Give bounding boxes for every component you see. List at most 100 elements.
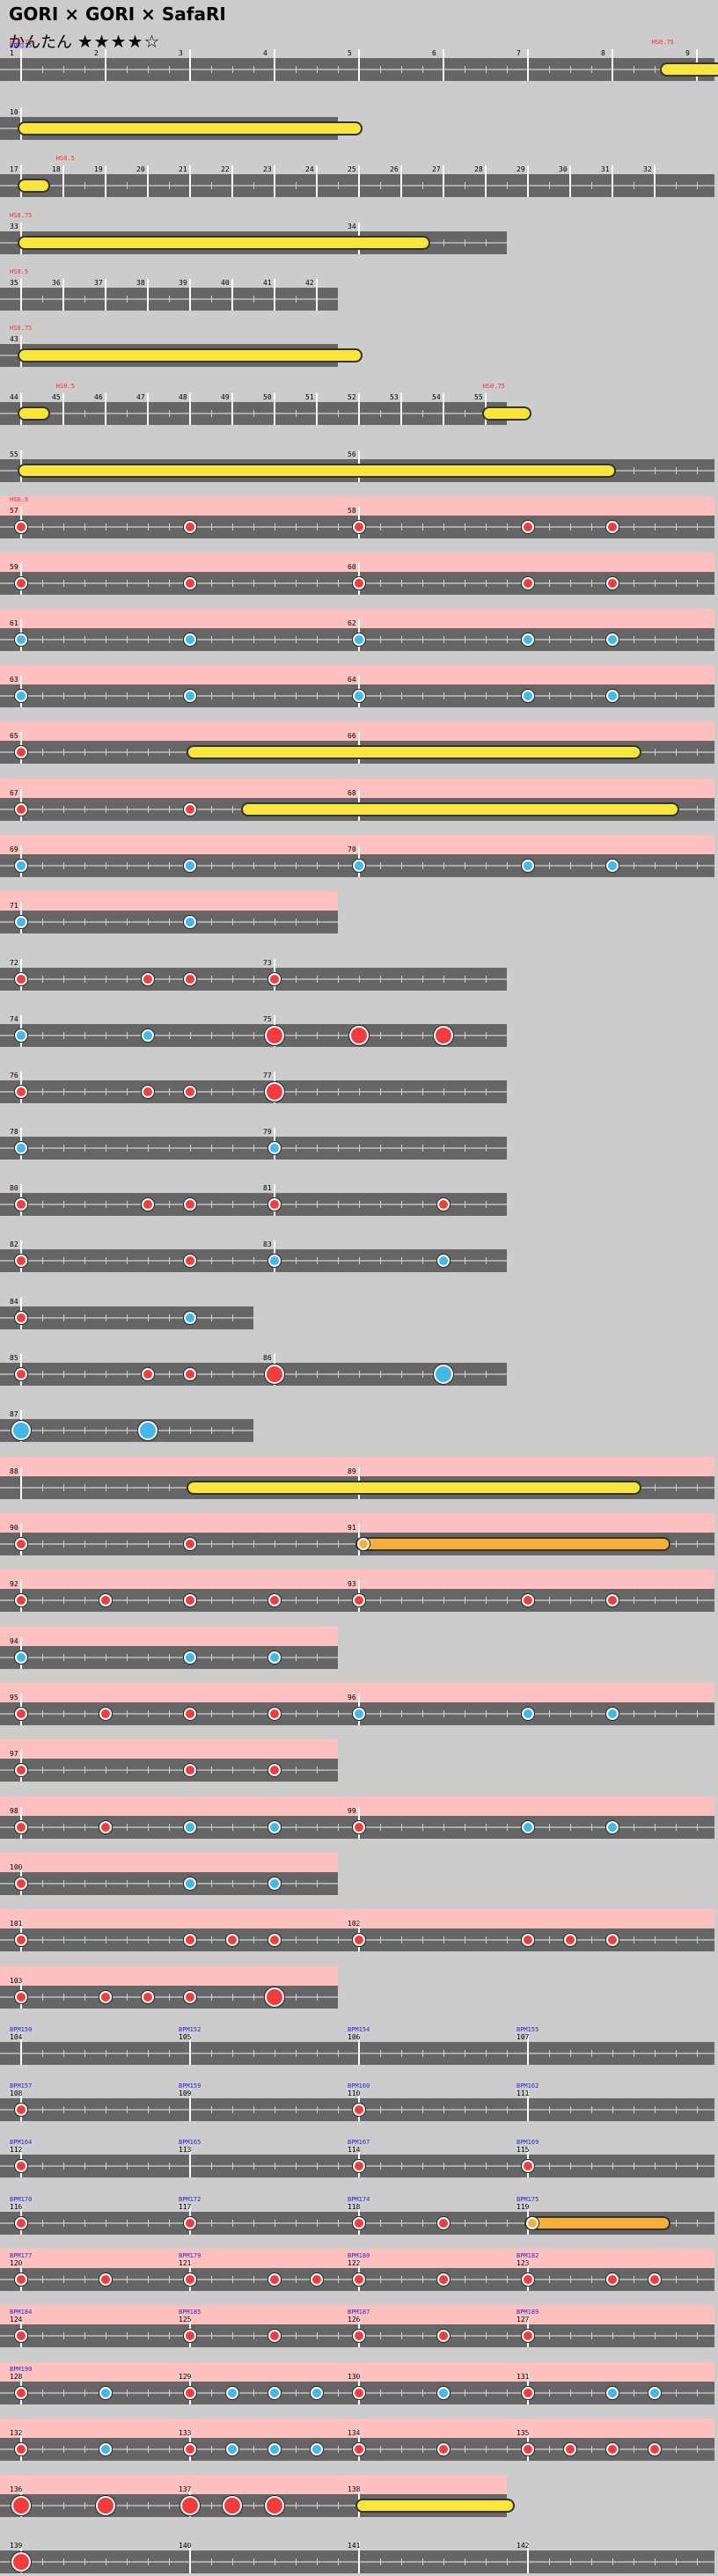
beat-tick — [317, 1088, 318, 1095]
beat-tick — [507, 1032, 508, 1039]
beat-tick — [190, 1427, 191, 1434]
beat-tick — [401, 976, 402, 983]
measure-number: 24 — [305, 165, 314, 173]
beat-tick — [211, 2389, 212, 2397]
barline — [612, 49, 613, 81]
beat-tick — [63, 1880, 64, 1887]
measure-number: 35 — [10, 279, 18, 287]
don-note — [268, 1934, 281, 1946]
ka-note — [522, 860, 534, 872]
measure-number: 93 — [348, 1580, 356, 1588]
measure-number: 17 — [10, 165, 18, 173]
beat-tick — [380, 66, 381, 73]
beat-tick — [84, 2558, 85, 2565]
ka-note — [311, 2387, 323, 2399]
beat-tick — [317, 1880, 318, 1887]
barline — [569, 165, 571, 197]
ka-note — [606, 860, 619, 872]
big-don-note — [223, 2496, 242, 2515]
beat-tick — [422, 1145, 423, 1152]
measure-number: 41 — [263, 279, 272, 287]
scroll-tag: HS0.75 — [10, 39, 33, 46]
difficulty-line: かんたん ★★★★☆ — [9, 30, 160, 53]
beat-tick — [549, 862, 550, 869]
ka-note — [15, 916, 27, 928]
beat-tick — [63, 1824, 64, 1831]
beat-tick — [338, 2446, 339, 2453]
beat-tick — [338, 1032, 339, 1039]
beat-tick — [232, 1257, 233, 1264]
beat-tick — [127, 2106, 128, 2113]
beat-tick — [338, 1540, 339, 1548]
beat-tick — [549, 2163, 550, 2170]
beat-tick — [507, 636, 508, 643]
measure-number: 116 — [10, 2203, 23, 2211]
beat-tick — [253, 1088, 254, 1095]
beat-tick — [169, 1314, 170, 1321]
beat-tick — [422, 862, 423, 869]
beat-tick — [296, 1145, 297, 1152]
beat-tick — [338, 66, 339, 73]
beat-tick — [63, 1257, 64, 1264]
bpm-tag: BPM182 — [517, 2252, 539, 2259]
measure-number: 108 — [10, 2089, 23, 2097]
beat-tick — [253, 1994, 254, 2001]
beat-tick — [84, 2276, 85, 2283]
big-don-note — [265, 1987, 284, 2007]
don-note — [353, 1821, 365, 1833]
big-ka-note — [434, 1365, 453, 1384]
beat-tick — [380, 1371, 381, 1378]
don-note — [15, 1877, 27, 1890]
beat-tick — [42, 1936, 43, 1943]
beat-tick — [148, 636, 149, 643]
beat-tick — [676, 1484, 677, 1491]
big-don-note — [11, 2552, 31, 2572]
scroll-tag: HS0.75 — [482, 383, 505, 390]
beat-tick — [507, 1257, 508, 1264]
beat-tick — [655, 1824, 656, 1831]
don-note — [184, 973, 196, 985]
beat-tick — [676, 692, 677, 699]
beat-tick — [422, 66, 423, 73]
don-note — [353, 2160, 365, 2172]
beat-tick — [296, 1824, 297, 1831]
bpm-tag: BPM175 — [517, 2196, 539, 2203]
beat-tick — [211, 1314, 212, 1321]
beat-tick — [486, 1088, 487, 1095]
beat-tick — [549, 636, 550, 643]
beat-tick — [253, 1597, 254, 1604]
beat-tick — [42, 1484, 43, 1491]
beat-tick — [486, 2163, 487, 2170]
don-note — [184, 1764, 196, 1776]
beat-tick — [148, 2163, 149, 2170]
beat-tick — [169, 692, 170, 699]
beat-tick — [169, 749, 170, 756]
beat-tick — [570, 862, 571, 869]
beat-tick — [676, 2050, 677, 2057]
bpm-tag: BPM185 — [179, 2309, 201, 2316]
beat-tick — [486, 580, 487, 587]
measure-number: 118 — [348, 2203, 361, 2211]
measure-number: 95 — [10, 1694, 18, 1701]
beat-tick — [127, 1314, 128, 1321]
beat-tick — [422, 2276, 423, 2283]
beat-tick — [422, 2106, 423, 2113]
measure-number: 134 — [348, 2429, 361, 2437]
ka-note — [99, 2387, 112, 2399]
don-note — [522, 1934, 534, 1946]
don-note — [184, 2330, 196, 2342]
measure-number: 128 — [10, 2373, 23, 2381]
beat-tick — [42, 2446, 43, 2453]
ka-note — [15, 1651, 27, 1664]
barline — [189, 2146, 191, 2177]
beat-tick — [422, 523, 423, 531]
beat-tick — [401, 2106, 402, 2113]
beat-tick — [549, 1597, 550, 1604]
beat-tick — [232, 2163, 233, 2170]
beat-tick — [655, 1710, 656, 1717]
beat-tick — [676, 1936, 677, 1943]
beat-tick — [570, 66, 571, 73]
beat-tick — [63, 2332, 64, 2339]
beat-tick — [148, 1257, 149, 1264]
beat-tick — [422, 976, 423, 983]
